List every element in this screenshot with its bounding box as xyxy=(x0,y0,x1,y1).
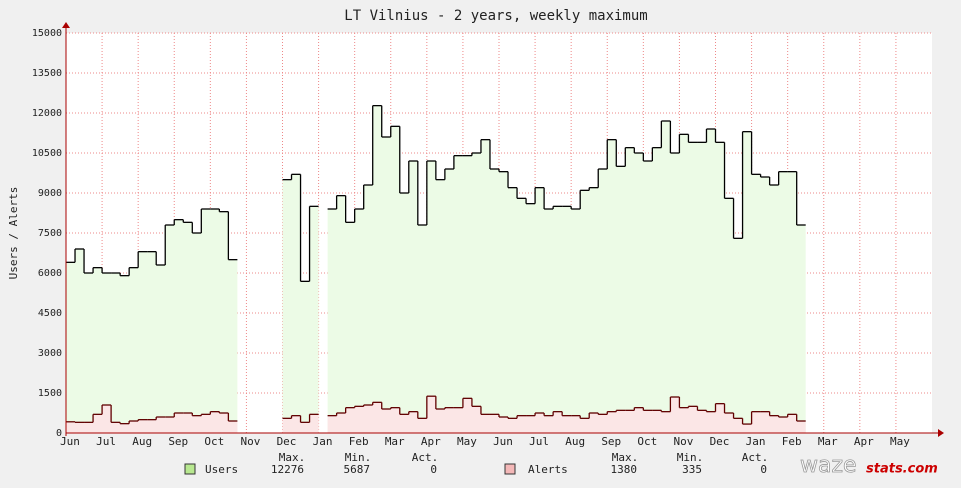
x-tick-label: May xyxy=(457,435,477,448)
x-tick-label: Nov xyxy=(240,435,260,448)
x-tick-label: Sep xyxy=(168,435,188,448)
stat-value: 0 xyxy=(430,463,437,476)
x-tick-label: Mar xyxy=(385,435,405,448)
stat-header: Max. xyxy=(612,451,639,464)
y-tick-label: 9000 xyxy=(38,188,62,199)
y-tick-label: 6000 xyxy=(38,268,62,279)
y-tick-label: 12000 xyxy=(32,108,62,119)
legend-swatch xyxy=(184,463,196,475)
logo-stats: stats.com xyxy=(866,462,938,477)
x-tick-label: Jan xyxy=(746,435,766,448)
area xyxy=(327,105,806,433)
y-tick-label: 4500 xyxy=(38,308,62,319)
x-tick-label: Sep xyxy=(601,435,621,448)
y-arrow xyxy=(62,22,70,28)
stat-header: Act. xyxy=(742,451,769,464)
marks xyxy=(66,104,806,434)
x-arrow xyxy=(938,429,944,437)
x-tick-label: Aug xyxy=(565,435,585,448)
stat-header: Min. xyxy=(677,451,704,464)
y-tick-label: 1500 xyxy=(38,388,62,399)
x-tick-label: Apr xyxy=(421,435,441,448)
x-tick-label: Jul xyxy=(529,435,549,448)
logo-waze: waze xyxy=(800,453,857,478)
legend-label: Users xyxy=(205,463,238,476)
x-tick-label: Jun xyxy=(60,435,80,448)
legend-swatch xyxy=(504,463,516,475)
x-tick-label: Feb xyxy=(349,435,369,448)
x-tick-label: Jun xyxy=(493,435,513,448)
stat-value: 0 xyxy=(760,463,767,476)
stat-header: Max. xyxy=(279,451,306,464)
stat-value: 1380 xyxy=(611,463,638,476)
x-tick-label: Dec xyxy=(710,435,730,448)
stat-header: Act. xyxy=(412,451,439,464)
axes xyxy=(62,22,944,437)
area xyxy=(66,405,238,433)
y-tick-label: 3000 xyxy=(38,348,62,359)
y-axis-label: Users / Alerts xyxy=(7,187,20,280)
y-tick-label: 10500 xyxy=(32,148,62,159)
stat-value: 5687 xyxy=(344,463,371,476)
area xyxy=(327,396,806,433)
stat-value: 12276 xyxy=(271,463,304,476)
x-tick-label: Aug xyxy=(132,435,152,448)
x-tick-label: Mar xyxy=(818,435,838,448)
y-tick-label: 7500 xyxy=(38,228,62,239)
area xyxy=(66,209,238,433)
x-tick-label: Jul xyxy=(96,435,116,448)
chart-title: LT Vilnius - 2 years, weekly maximum xyxy=(344,8,647,24)
x-tick-label: Oct xyxy=(637,435,657,448)
x-tick-label: Oct xyxy=(204,435,224,448)
y-tick-label: 13500 xyxy=(32,68,62,79)
stat-value: 335 xyxy=(682,463,702,476)
y-tick-label: 15000 xyxy=(32,28,62,39)
x-tick-label: Feb xyxy=(782,435,802,448)
stat-header: Min. xyxy=(345,451,372,464)
x-tick-label: May xyxy=(890,435,910,448)
x-tick-label: Apr xyxy=(854,435,874,448)
legend-label: Alerts xyxy=(528,463,568,476)
x-tick-label: Jan xyxy=(313,435,333,448)
y-tick-label: 0 xyxy=(56,428,62,439)
x-tick-label: Dec xyxy=(277,435,297,448)
x-tick-label: Nov xyxy=(673,435,693,448)
